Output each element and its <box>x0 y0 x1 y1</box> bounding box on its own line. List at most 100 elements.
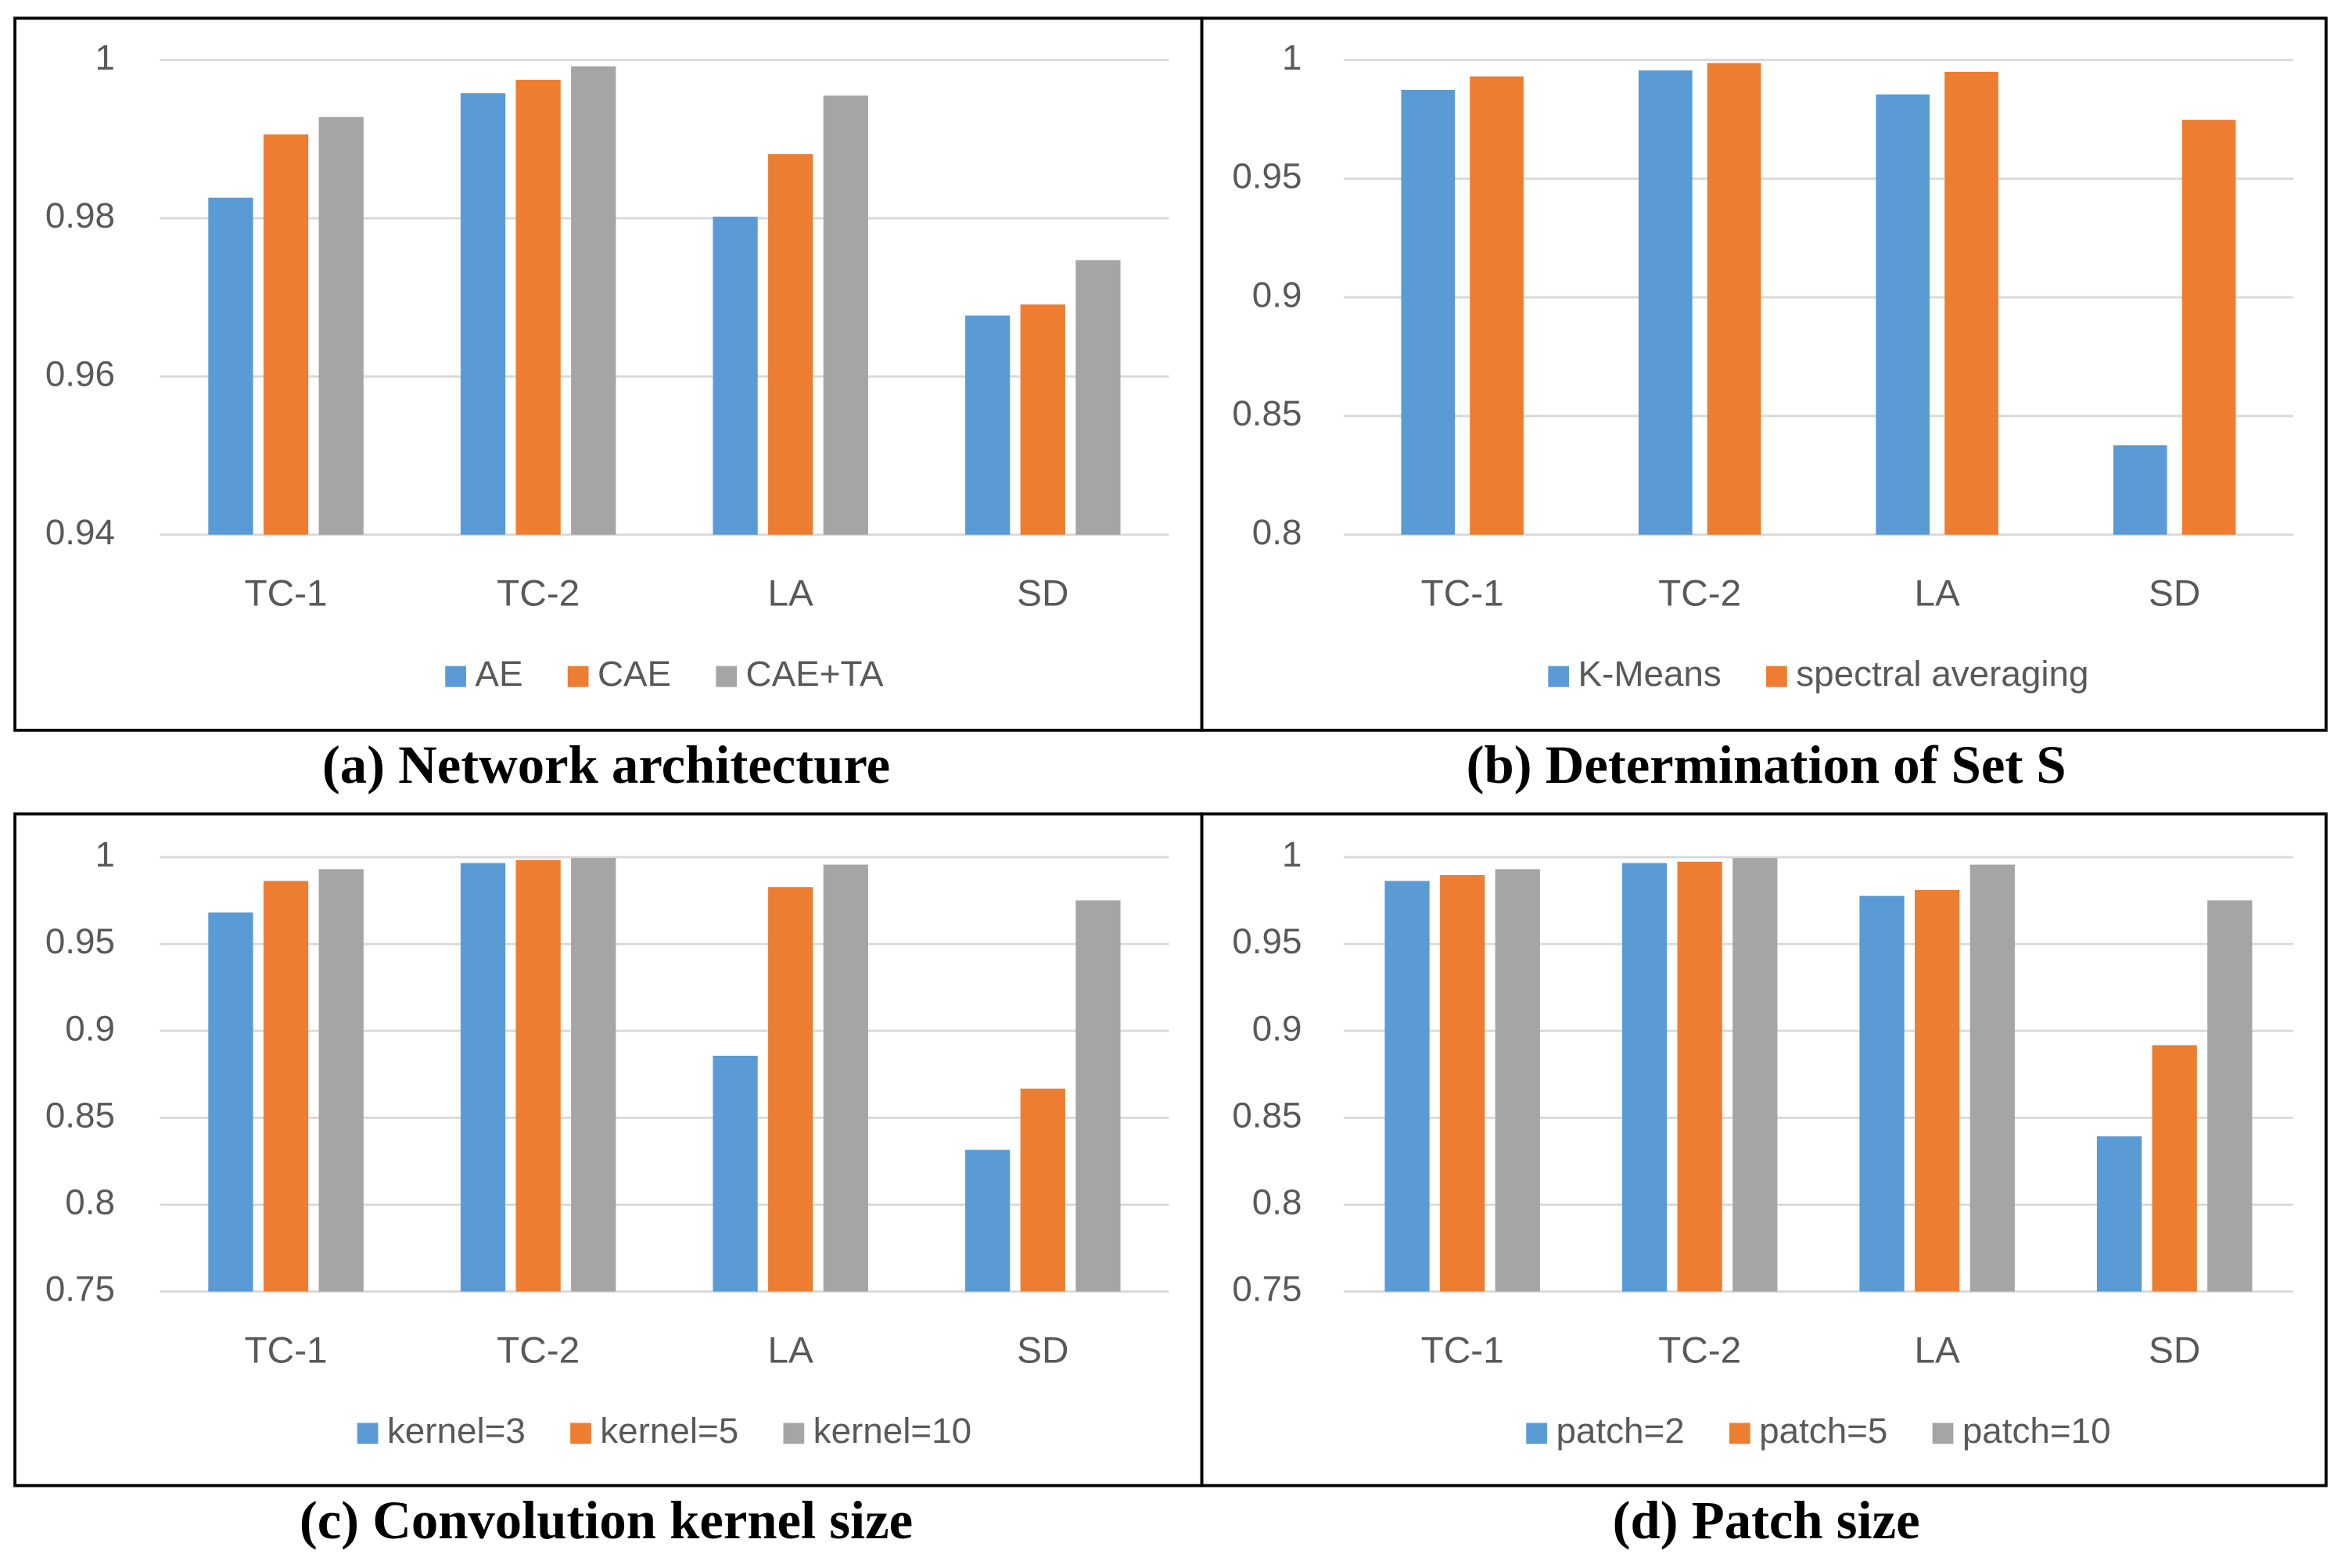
bar <box>1707 63 1761 535</box>
bar <box>1075 900 1121 1292</box>
x-tick-label: SD <box>2149 573 2200 615</box>
bar <box>1915 890 1960 1292</box>
y-tick-label: 0.9 <box>65 1008 115 1048</box>
x-tick-label: TC-2 <box>497 573 580 615</box>
x-tick-label: TC-2 <box>1658 573 1741 615</box>
legend: kernel=3 kernel=5 kernel=10 <box>357 1411 971 1451</box>
bar <box>2207 900 2253 1292</box>
x-tick-label: LA <box>768 1329 814 1371</box>
bar <box>208 197 253 535</box>
y-tick-label: 0.85 <box>1232 1095 1302 1135</box>
bar <box>823 95 868 535</box>
x-tick-label: SD <box>1017 1329 1068 1371</box>
y-tick-label: 0.94 <box>45 512 115 552</box>
bar <box>2113 445 2167 535</box>
bar <box>823 864 868 1292</box>
bar <box>1470 76 1524 535</box>
y-tick-label: 0.95 <box>45 921 115 961</box>
bar <box>713 217 758 535</box>
bar <box>768 887 813 1292</box>
legend-swatch <box>445 666 466 687</box>
y-tick-label: 0.75 <box>45 1269 115 1309</box>
bar <box>318 869 364 1292</box>
y-tick-label: 1 <box>95 834 114 874</box>
legend-label: K-Means <box>1578 654 1722 694</box>
bar <box>965 315 1011 535</box>
y-tick-label: 0.95 <box>1232 921 1302 961</box>
bar <box>460 93 506 535</box>
legend-swatch <box>570 1423 591 1444</box>
bar <box>1621 863 1668 1292</box>
y-tick-label: 0.9 <box>1252 1008 1302 1048</box>
bar <box>515 859 561 1292</box>
legend-label: patch=10 <box>1962 1411 2111 1451</box>
bar <box>1440 874 1485 1292</box>
x-tick-label: LA <box>768 573 814 615</box>
bar <box>1020 304 1065 535</box>
bar <box>1859 895 1905 1292</box>
bar <box>1969 864 2015 1292</box>
y-tick-label: 0.95 <box>1232 156 1302 196</box>
bar <box>263 881 309 1292</box>
x-tick-label: TC-2 <box>497 1329 580 1371</box>
legend: AE CAE CAE+TA <box>445 654 884 694</box>
legend-swatch <box>1526 1423 1548 1444</box>
legend-swatch <box>1548 666 1570 687</box>
bar <box>208 912 253 1292</box>
legend-swatch <box>1766 666 1787 687</box>
bar <box>460 863 506 1292</box>
legend-swatch <box>783 1423 805 1444</box>
legend: K-Means spectral averaging <box>1548 654 2088 694</box>
legend-label: kernel=5 <box>600 1411 738 1451</box>
x-tick-label: TC-1 <box>1421 1329 1504 1371</box>
legend-label: spectral averaging <box>1796 654 2088 694</box>
x-tick-label: LA <box>1914 1329 1960 1371</box>
y-tick-label: 0.98 <box>45 196 115 235</box>
bar <box>965 1150 1011 1292</box>
bar <box>1677 861 1722 1292</box>
y-tick-label: 0.96 <box>45 353 115 393</box>
legend-label: patch=5 <box>1759 1411 1887 1451</box>
legend-label: kernel=10 <box>813 1411 971 1451</box>
bar <box>2181 120 2236 535</box>
bar <box>318 117 364 535</box>
bar <box>515 80 561 535</box>
bar <box>1638 70 1693 535</box>
chart-title: (b) Determination of Set S <box>1467 735 2066 795</box>
chart-title: (d) Patch size <box>1613 1491 1920 1550</box>
y-tick-label: 0.9 <box>1252 274 1302 314</box>
legend-swatch <box>1932 1423 1954 1444</box>
bar <box>2096 1136 2142 1292</box>
y-tick-label: 1 <box>95 38 114 77</box>
bar <box>713 1055 758 1292</box>
y-tick-label: 0.8 <box>65 1182 115 1222</box>
legend-label: CAE <box>598 654 671 694</box>
y-tick-label: 1 <box>1282 834 1302 874</box>
x-tick-label: TC-1 <box>245 573 328 615</box>
y-tick-label: 1 <box>1282 38 1302 77</box>
x-tick-label: TC-1 <box>1421 573 1504 615</box>
y-tick-label: 0.75 <box>1232 1269 1302 1309</box>
x-tick-label: LA <box>1914 573 1960 615</box>
x-tick-label: SD <box>2149 1329 2200 1371</box>
bar <box>1944 71 1998 535</box>
bar <box>571 858 616 1292</box>
y-tick-label: 0.8 <box>1252 512 1302 552</box>
bar <box>1732 858 1778 1292</box>
legend-label: CAE+TA <box>746 654 884 694</box>
y-tick-label: 0.85 <box>45 1095 115 1135</box>
legend-label: kernel=3 <box>387 1411 526 1451</box>
legend-swatch <box>716 666 738 687</box>
legend-swatch <box>357 1423 379 1444</box>
bar <box>1075 260 1121 535</box>
chart-title: (c) Convolution kernel size <box>300 1491 913 1550</box>
bar <box>1020 1088 1065 1292</box>
bar <box>1876 94 1930 535</box>
y-tick-label: 0.8 <box>1252 1182 1302 1222</box>
x-tick-label: TC-2 <box>1658 1329 1741 1371</box>
y-tick-label: 0.85 <box>1232 393 1302 433</box>
bar <box>2152 1045 2197 1292</box>
x-tick-label: TC-1 <box>245 1329 328 1371</box>
legend-label: patch=2 <box>1556 1411 1684 1451</box>
